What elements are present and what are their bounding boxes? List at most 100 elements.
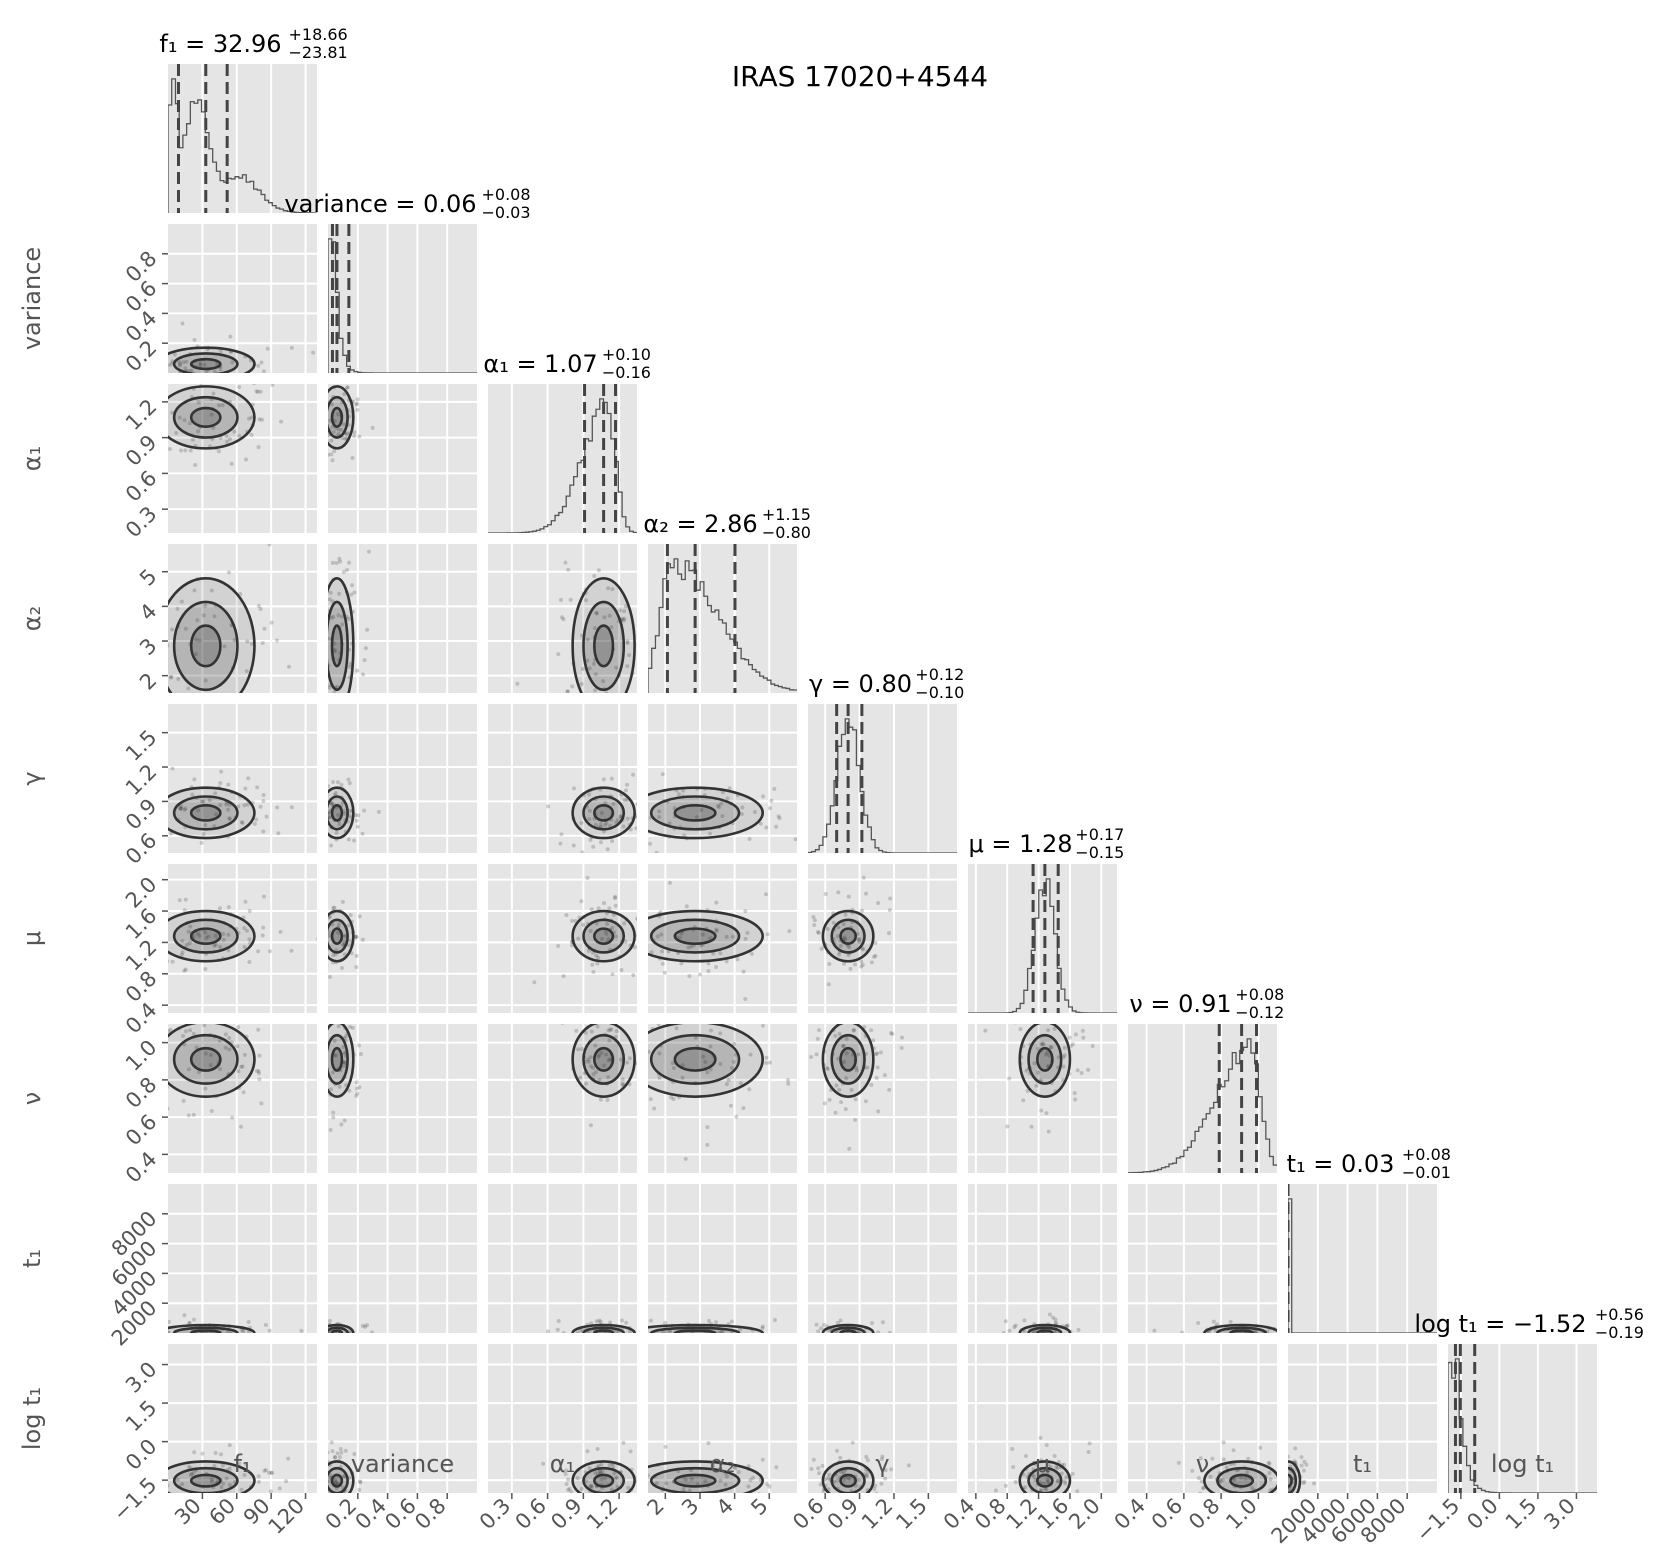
panel-title-plus-t1: +0.08 [1402,1145,1451,1164]
sample-point [257,417,262,422]
sample-point [178,806,183,811]
sample-point [356,1043,361,1048]
sample-point [579,899,584,904]
sample-point [845,1332,849,1333]
sample-point [192,1450,197,1455]
sample-point [709,1016,713,1020]
sample-point [269,1470,274,1475]
sample-point [558,841,563,846]
sample-point [218,1067,223,1072]
sample-point [739,812,744,817]
sample-point [212,1336,216,1340]
sample-point [226,932,231,937]
density-contour-3 [330,1473,344,1488]
x-tick-label-f1: 120 [264,1494,309,1539]
sample-point [180,1339,184,1343]
sample-point [764,1055,769,1060]
sample-point [818,1482,823,1487]
sample-point [313,375,317,379]
sample-point [1246,1456,1251,1461]
sample-point [163,947,167,951]
sample-point [606,937,611,942]
sample-point [641,945,645,949]
sample-point [126,1441,130,1445]
density-contour-3 [1036,1329,1054,1333]
sample-point [204,936,209,941]
sample-point [1056,1055,1061,1060]
sample-point [860,947,865,952]
sample-point [328,815,332,820]
panel-title-plus-alpha1: +0.10 [602,345,651,364]
scatter-panel-t1-vs-alpha1 [488,1184,654,1338]
sample-point [774,824,779,829]
sample-point [746,1484,751,1489]
sample-point [221,931,226,936]
sample-point [812,923,817,928]
samples-nu-vs-alpha1 [560,1024,637,1128]
sample-point [242,1473,247,1478]
sample-point [318,819,322,823]
sample-point [319,1340,323,1344]
sample-point [330,1449,335,1454]
sample-point [1061,1064,1066,1069]
sample-point [336,780,341,785]
sample-point [612,896,617,901]
sample-point [218,367,223,372]
sample-point [1268,1336,1272,1340]
sample-point [228,334,233,339]
sample-point [627,1329,632,1333]
sample-point [672,1336,676,1340]
sample-point [707,831,712,836]
sample-point [256,445,261,450]
sample-point [689,944,694,949]
panel-title-mu: μ = 1.28 [968,830,1072,858]
sample-point [1025,1338,1029,1342]
sample-point [328,930,331,935]
sample-point [200,1333,204,1337]
sample-point [1266,1460,1271,1465]
samples-logt1-vs-variance [328,1440,363,1493]
sample-point [113,1040,117,1044]
panel-background [648,1184,797,1333]
samples-mu-vs-alpha2 [648,880,792,1001]
sample-point [362,808,367,813]
sample-point [323,1050,327,1054]
sample-point [342,934,347,939]
sample-point [639,1069,643,1073]
density-contour-3 [330,927,344,945]
sample-point [212,943,217,948]
diag-panel-variance: variance = 0.06 +0.08−0.03 [284,185,531,373]
sample-point [335,1451,340,1456]
sample-point [1266,1333,1270,1337]
sample-point [650,1334,654,1338]
sample-point [636,933,637,938]
sample-point [854,1335,858,1339]
sample-point [319,785,323,789]
sample-point [252,821,257,826]
sample-point [599,810,604,815]
sample-point [644,937,648,941]
sample-point [225,1330,230,1333]
sample-point [180,1482,185,1487]
sample-point [320,467,324,471]
sample-point [336,613,341,618]
panel-background [648,1344,797,1493]
sample-point [1043,1336,1047,1340]
sample-point [833,1110,838,1115]
sample-point [1065,1323,1070,1328]
scatter-panel-logt1-vs-alpha2 [648,1344,797,1493]
density-contour-3 [839,1473,857,1488]
sample-point [724,934,729,939]
sample-point [321,777,325,781]
sample-point [856,1332,860,1333]
sample-point [881,1338,885,1342]
sample-point [264,814,269,819]
samples-logt1-vs-t1 [1288,1446,1317,1493]
sample-point [760,1492,761,1493]
sample-point [1076,1327,1081,1332]
sample-point [232,638,237,643]
sample-point [617,608,622,613]
sample-point [267,949,272,954]
sample-point [583,1030,588,1035]
sample-point [349,592,354,597]
